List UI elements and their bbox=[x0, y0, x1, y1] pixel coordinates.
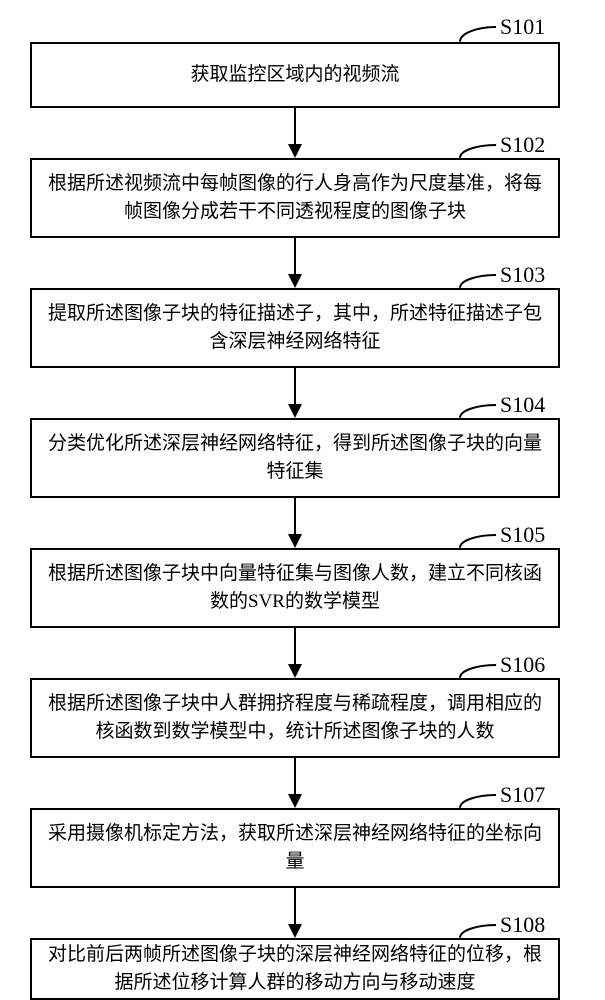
flowchart-step-label-s105: S105 bbox=[500, 522, 545, 548]
flowchart-arrow-s101-s102 bbox=[283, 108, 307, 160]
flowchart-step-label-s101: S101 bbox=[500, 14, 545, 40]
flowchart-step-text: 根据所述视频流中每帧图像的行人身高作为尺度基准，将每帧图像分成若干不同透视程度的… bbox=[46, 170, 544, 227]
flowchart-step-label-s104: S104 bbox=[500, 392, 545, 418]
flowchart-step-s106: 根据所述图像子块中人群拥挤程度与稀疏程度，调用相应的核函数到数学模型中，统计所述… bbox=[30, 678, 560, 758]
flowchart-step-s104: 分类优化所述深层神经网络特征，得到所述图像子块的向量特征集 bbox=[30, 418, 560, 498]
flowchart-arrow-s102-s103 bbox=[283, 238, 307, 290]
flowchart-arrow-s106-s107 bbox=[283, 758, 307, 810]
flowchart-arrow-s107-s108 bbox=[283, 888, 307, 940]
flowchart-step-s105: 根据所述图像子块中向量特征集与图像人数，建立不同核函数的SVR的数学模型 bbox=[30, 548, 560, 628]
flowchart-step-s101: 获取监控区域内的视频流 bbox=[30, 42, 560, 108]
flowchart-step-text: 根据所述图像子块中向量特征集与图像人数，建立不同核函数的SVR的数学模型 bbox=[46, 560, 544, 617]
flowchart-step-text: 采用摄像机标定方法，获取所述深层神经网络特征的坐标向量 bbox=[46, 820, 544, 877]
flowchart-step-text: 对比前后两帧所述图像子块的深层神经网络特征的位移，根据所述位移计算人群的移动方向… bbox=[46, 941, 544, 998]
flowchart-step-text: 提取所述图像子块的特征描述子，其中，所述特征描述子包含深层神经网络特征 bbox=[46, 300, 544, 357]
flowchart-step-text: 分类优化所述深层神经网络特征，得到所述图像子块的向量特征集 bbox=[46, 430, 544, 487]
flowchart-canvas: 获取监控区域内的视频流 S101 根据所述视频流中每帧图像的行人身高作为尺度基准，将… bbox=[0, 0, 605, 1000]
flowchart-arrow-s104-s105 bbox=[283, 498, 307, 550]
flowchart-step-s103: 提取所述图像子块的特征描述子，其中，所述特征描述子包含深层神经网络特征 bbox=[30, 288, 560, 368]
flowchart-step-s107: 采用摄像机标定方法，获取所述深层神经网络特征的坐标向量 bbox=[30, 808, 560, 888]
flowchart-step-label-s108: S108 bbox=[500, 912, 545, 938]
flowchart-step-label-s106: S106 bbox=[500, 652, 545, 678]
flowchart-step-text: 获取监控区域内的视频流 bbox=[190, 61, 399, 90]
flowchart-step-label-s103: S103 bbox=[500, 262, 545, 288]
flowchart-arrow-s103-s104 bbox=[283, 368, 307, 420]
flowchart-step-s108: 对比前后两帧所述图像子块的深层神经网络特征的位移，根据所述位移计算人群的移动方向… bbox=[30, 938, 560, 1000]
flowchart-step-label-s102: S102 bbox=[500, 132, 545, 158]
flowchart-step-text: 根据所述图像子块中人群拥挤程度与稀疏程度，调用相应的核函数到数学模型中，统计所述… bbox=[46, 690, 544, 747]
flowchart-step-s102: 根据所述视频流中每帧图像的行人身高作为尺度基准，将每帧图像分成若干不同透视程度的… bbox=[30, 158, 560, 238]
flowchart-step-label-s107: S107 bbox=[500, 782, 545, 808]
flowchart-arrow-s105-s106 bbox=[283, 628, 307, 680]
